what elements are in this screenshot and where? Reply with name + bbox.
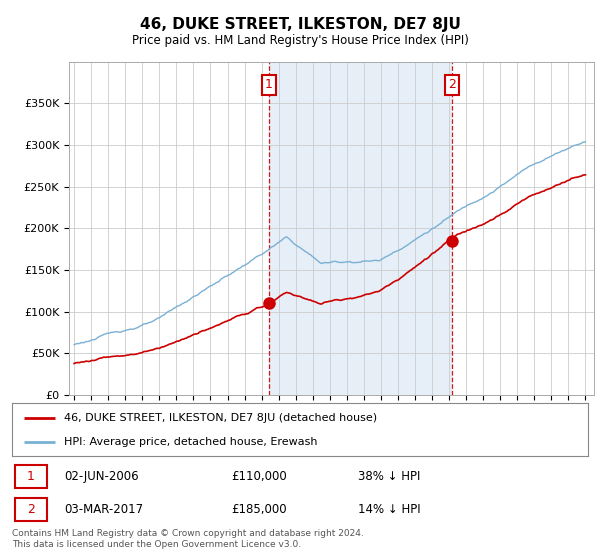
- Text: 02-JUN-2006: 02-JUN-2006: [64, 470, 139, 483]
- Text: 46, DUKE STREET, ILKESTON, DE7 8JU (detached house): 46, DUKE STREET, ILKESTON, DE7 8JU (deta…: [64, 413, 377, 423]
- Text: 1: 1: [265, 78, 273, 91]
- Text: HPI: Average price, detached house, Erewash: HPI: Average price, detached house, Erew…: [64, 436, 317, 446]
- Text: 38% ↓ HPI: 38% ↓ HPI: [358, 470, 420, 483]
- Text: 2: 2: [27, 503, 35, 516]
- Text: 46, DUKE STREET, ILKESTON, DE7 8JU: 46, DUKE STREET, ILKESTON, DE7 8JU: [140, 17, 460, 32]
- Text: 03-MAR-2017: 03-MAR-2017: [64, 503, 143, 516]
- FancyBboxPatch shape: [15, 465, 47, 488]
- Bar: [269, 62, 452, 395]
- Text: 2: 2: [448, 78, 456, 91]
- FancyBboxPatch shape: [15, 498, 47, 521]
- Text: 1: 1: [27, 470, 35, 483]
- Text: 14% ↓ HPI: 14% ↓ HPI: [358, 503, 420, 516]
- Text: Contains HM Land Registry data © Crown copyright and database right 2024.
This d: Contains HM Land Registry data © Crown c…: [12, 529, 364, 549]
- Text: Price paid vs. HM Land Registry's House Price Index (HPI): Price paid vs. HM Land Registry's House …: [131, 34, 469, 46]
- Text: £110,000: £110,000: [231, 470, 287, 483]
- Text: £185,000: £185,000: [231, 503, 287, 516]
